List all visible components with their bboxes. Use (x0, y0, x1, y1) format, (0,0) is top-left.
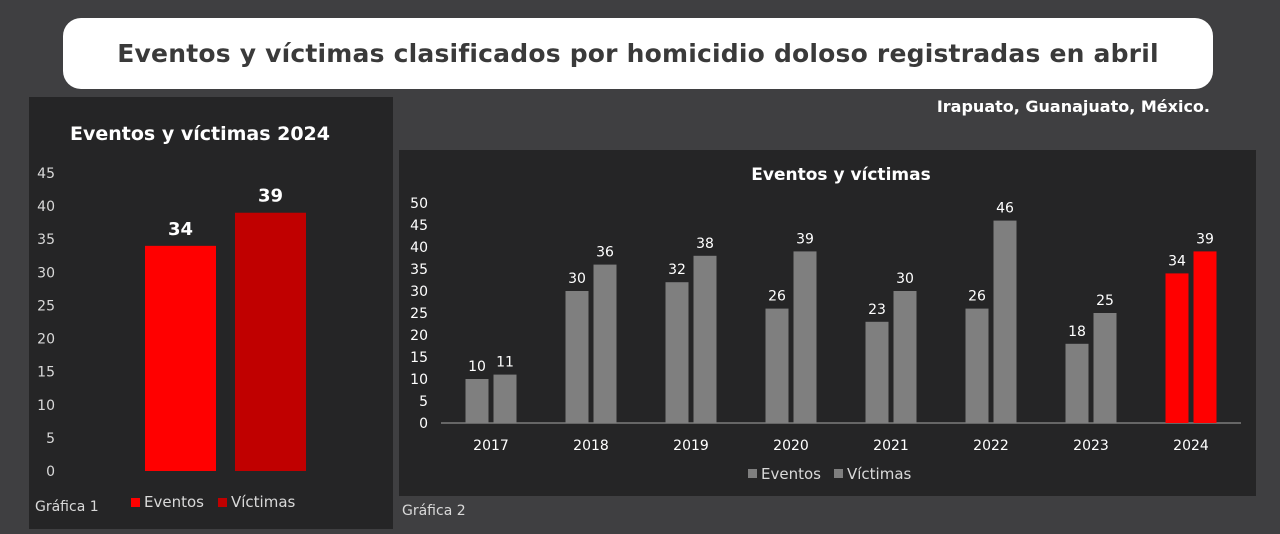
y-tick-label: 25 (37, 298, 55, 314)
legend-swatch (748, 469, 757, 478)
x-tick-label: 2023 (1073, 438, 1109, 454)
legend-swatch (131, 498, 140, 507)
data-label: 34 (1168, 253, 1186, 269)
y-tick-label: 30 (410, 284, 428, 300)
y-tick-label: 0 (419, 416, 428, 432)
data-label: 39 (1196, 231, 1214, 247)
y-tick-label: 10 (410, 372, 428, 388)
legend-label: Víctimas (231, 493, 296, 511)
y-tick-label: 40 (37, 199, 55, 215)
bar-eventos (145, 245, 216, 471)
y-tick-label: 35 (410, 262, 428, 278)
data-label: 11 (496, 355, 514, 371)
x-tick-label: 2018 (573, 438, 609, 454)
data-label: 38 (696, 236, 714, 252)
x-tick-label: 2024 (1173, 438, 1209, 454)
data-label: 25 (1096, 293, 1114, 309)
x-tick-label: 2022 (973, 438, 1009, 454)
x-tick-label: 2017 (473, 438, 509, 454)
bar-eventos-2022 (965, 308, 989, 423)
y-tick-label: 10 (37, 398, 55, 414)
data-label: 39 (796, 231, 814, 247)
bar-víctimas-2023 (1093, 313, 1117, 423)
data-label: 30 (896, 271, 914, 287)
bar-eventos-2018 (565, 291, 589, 423)
legend-label: Eventos (761, 465, 821, 483)
bar-eventos-2017 (465, 379, 489, 423)
x-tick-label: 2021 (873, 438, 909, 454)
bar-víctimas-2022 (993, 220, 1017, 423)
data-label: 10 (468, 359, 486, 375)
y-tick-label: 30 (37, 265, 55, 281)
chart-2-title: Eventos y víctimas (751, 165, 930, 185)
data-label: 18 (1068, 324, 1086, 340)
chart-2-footnote: Gráfica 2 (402, 503, 466, 519)
data-label: 26 (968, 289, 986, 305)
x-tick-label: 2019 (673, 438, 709, 454)
bar-eventos-2019 (665, 282, 689, 423)
data-label: 23 (868, 302, 886, 318)
y-tick-label: 40 (410, 240, 428, 256)
y-tick-label: 50 (410, 196, 428, 212)
chart-2024-svg: Eventos y víctimas 2024 0 5 10 15 20 25 30 35 40 4… (37, 123, 330, 511)
data-label: 32 (668, 262, 686, 278)
data-label: 30 (568, 271, 586, 287)
location-label: Irapuato, Guanajuato, México. (936, 97, 1210, 116)
bar-víctimas-2024 (1193, 251, 1217, 423)
bar-víctimas-2019 (693, 255, 717, 423)
chart-panel-2024: Eventos y víctimas 2024 0 5 10 15 20 25 30 35 40 4… (29, 97, 393, 529)
y-tick-label: 35 (37, 232, 55, 248)
y-tick-label: 25 (410, 306, 428, 322)
y-tick-label: 5 (419, 394, 428, 410)
data-label: 36 (596, 245, 614, 261)
x-tick-label: 2020 (773, 438, 809, 454)
chart-1-title: Eventos y víctimas 2024 (70, 123, 330, 145)
y-tick-label: 5 (46, 431, 55, 447)
data-label: 39 (258, 186, 283, 207)
data-label: 26 (768, 289, 786, 305)
y-tick-label: 15 (410, 350, 428, 366)
y-tick-label: 15 (37, 365, 55, 381)
y-tick-label: 20 (37, 332, 55, 348)
chart-panel-yearly: Eventos y víctimas 0 5 10 15 20 25 30 35 40 45 50 10… (399, 150, 1256, 496)
legend-swatch (218, 498, 227, 507)
legend-label: Eventos (144, 493, 204, 511)
bar-víctimas (235, 212, 306, 471)
legend-swatch (834, 469, 843, 478)
title-box: Eventos y víctimas clasificados por homi… (63, 18, 1213, 89)
bar-víctimas-2018 (593, 264, 617, 423)
y-tick-label: 45 (410, 218, 428, 234)
chart-yearly-svg: Eventos y víctimas 0 5 10 15 20 25 30 35 40 45 50 10… (410, 165, 1241, 483)
page-title: Eventos y víctimas clasificados por homi… (117, 39, 1159, 68)
bar-víctimas-2020 (793, 251, 817, 423)
chart-1-footnote: Gráfica 1 (35, 499, 99, 515)
bar-eventos-2023 (1065, 343, 1089, 423)
bar-eventos-2021 (865, 321, 889, 423)
data-label: 34 (168, 219, 193, 240)
bar-eventos-2020 (765, 308, 789, 423)
data-label: 46 (996, 201, 1014, 217)
legend-label: Víctimas (847, 465, 912, 483)
y-tick-label: 20 (410, 328, 428, 344)
bar-víctimas-2017 (493, 374, 517, 423)
y-tick-label: 0 (46, 464, 55, 480)
bar-víctimas-2021 (893, 291, 917, 423)
y-tick-label: 45 (37, 166, 55, 182)
bar-eventos-2024 (1165, 273, 1189, 423)
